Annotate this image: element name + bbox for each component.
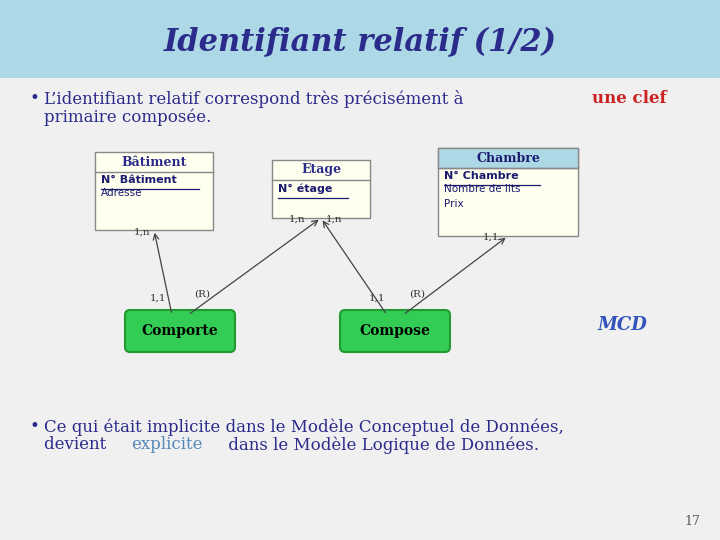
Text: N° Bâtiment: N° Bâtiment (101, 175, 176, 185)
Text: explicite: explicite (131, 436, 202, 453)
FancyBboxPatch shape (340, 310, 450, 352)
Text: 17: 17 (684, 515, 700, 528)
Text: devient: devient (44, 436, 112, 453)
Text: Ce qui était implicite dans le Modèle Conceptuel de Données,: Ce qui était implicite dans le Modèle Co… (44, 418, 564, 435)
Text: MCD: MCD (598, 316, 648, 334)
FancyBboxPatch shape (272, 160, 370, 218)
Text: •: • (30, 90, 40, 107)
Text: Adresse: Adresse (101, 188, 143, 198)
Text: Compose: Compose (359, 324, 431, 338)
Text: Identifiant relatif (1/2): Identifiant relatif (1/2) (163, 26, 557, 57)
FancyBboxPatch shape (125, 310, 235, 352)
Text: Chambre: Chambre (476, 152, 540, 165)
Text: une clef: une clef (592, 90, 667, 107)
Text: 1,n: 1,n (134, 228, 150, 237)
Text: Nombre de lits: Nombre de lits (444, 184, 521, 194)
Text: Prix: Prix (444, 199, 464, 209)
Text: N° étage: N° étage (278, 183, 333, 193)
Text: L’identifiant relatif correspond très précisément à: L’identifiant relatif correspond très pr… (44, 90, 469, 108)
Text: 1,1: 1,1 (483, 233, 500, 242)
Text: primaire composée.: primaire composée. (44, 108, 212, 125)
Text: N° Chambre: N° Chambre (444, 171, 518, 181)
Text: •: • (30, 418, 40, 435)
Text: Etage: Etage (301, 164, 341, 177)
Text: 1,n: 1,n (289, 215, 305, 224)
FancyBboxPatch shape (0, 0, 720, 78)
Text: Bâtiment: Bâtiment (121, 156, 186, 168)
FancyBboxPatch shape (438, 148, 578, 236)
Text: 1,1: 1,1 (369, 294, 385, 303)
FancyBboxPatch shape (95, 152, 213, 230)
Text: (R): (R) (194, 290, 210, 299)
Text: dans le Modèle Logique de Données.: dans le Modèle Logique de Données. (223, 436, 539, 454)
FancyBboxPatch shape (438, 148, 578, 168)
Text: Comporte: Comporte (142, 324, 218, 338)
Text: (R): (R) (409, 290, 425, 299)
Text: 1,n: 1,n (326, 215, 343, 224)
Text: 1,1: 1,1 (150, 294, 166, 303)
